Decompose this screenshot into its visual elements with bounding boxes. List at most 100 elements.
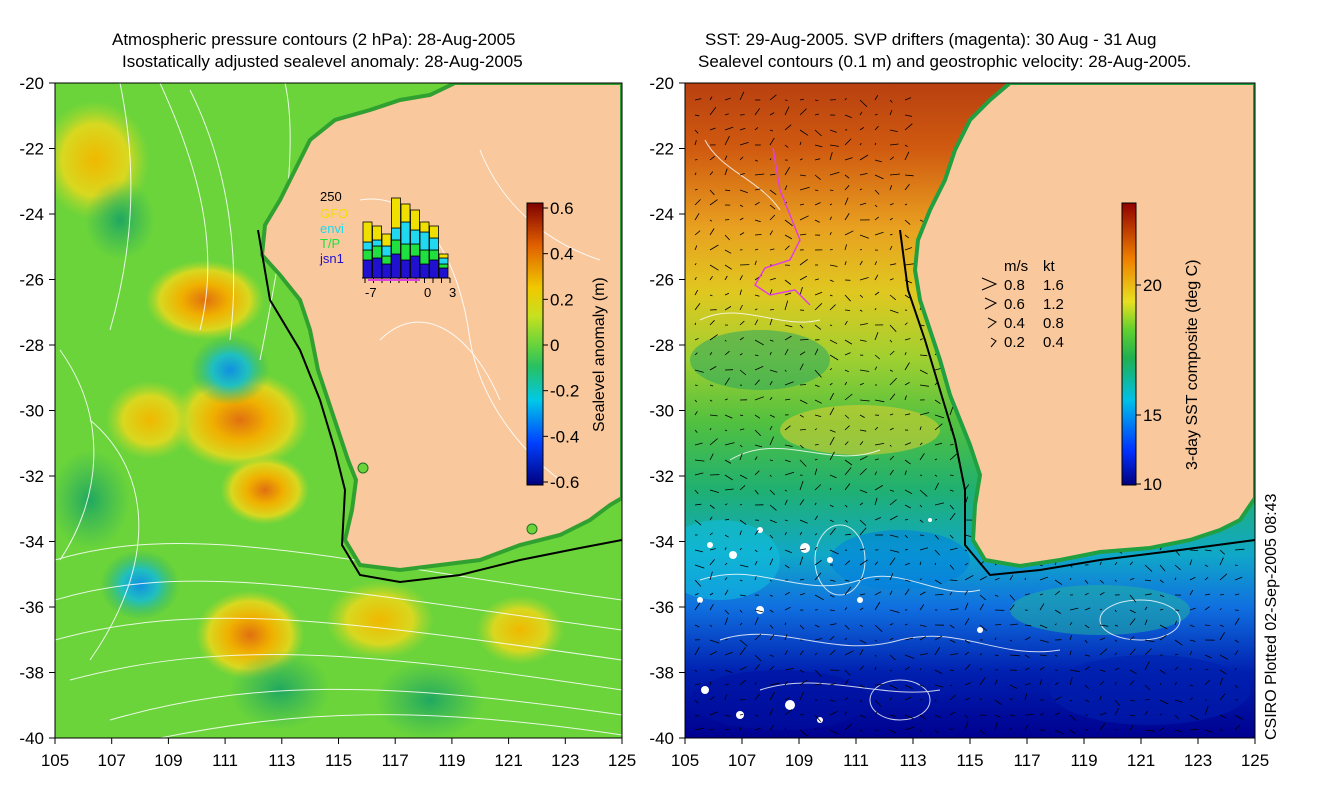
velocity-arrow bbox=[739, 204, 744, 208]
velocity-arrow bbox=[1114, 639, 1118, 642]
velocity-arrow bbox=[949, 624, 955, 629]
velocity-arrow bbox=[754, 354, 759, 357]
histogram-bar-segment bbox=[438, 267, 449, 279]
velocity-arrow bbox=[1189, 684, 1193, 687]
velocity-arrow bbox=[1174, 682, 1178, 686]
velocity-arrow bbox=[694, 289, 699, 296]
left-x-axis: 105 107 109 111 113 115 117 119 121 123 125 bbox=[41, 738, 636, 770]
histogram-xlabel-mid: 0 bbox=[424, 285, 431, 300]
velocity-arrow bbox=[784, 369, 787, 372]
velocity-arrow bbox=[709, 681, 712, 686]
velocity-arrow bbox=[949, 639, 956, 643]
histogram-xlabel-left: -7 bbox=[365, 285, 377, 300]
velocity-arrow bbox=[1084, 654, 1090, 657]
velocity-arrow bbox=[724, 503, 728, 506]
velocity-arrow bbox=[1069, 577, 1072, 581]
velocity-arrow bbox=[829, 594, 835, 598]
velocity-arrow bbox=[754, 396, 764, 401]
velocity-arrow bbox=[694, 129, 699, 134]
velocity-arrow bbox=[1159, 682, 1162, 686]
velocity-arrow bbox=[799, 215, 809, 221]
velocity-arrow bbox=[724, 488, 734, 491]
velocity-arrow bbox=[889, 669, 893, 672]
velocity-arrow bbox=[1099, 591, 1105, 596]
velocity-arrow bbox=[724, 135, 730, 146]
velocity-arrow bbox=[769, 230, 773, 236]
velocity-arrow bbox=[889, 377, 897, 386]
velocity-arrow bbox=[739, 91, 745, 101]
velocity-arrow bbox=[739, 453, 743, 461]
velocity-arrow bbox=[1099, 579, 1104, 584]
velocity-arrow bbox=[844, 157, 853, 161]
x-tick-label: 111 bbox=[212, 751, 238, 770]
velocity-arrow bbox=[1009, 574, 1014, 581]
velocity-arrow bbox=[769, 724, 775, 731]
velocity-arrow bbox=[739, 320, 745, 326]
y-tick-label: -22 bbox=[19, 140, 44, 159]
velocity-arrow bbox=[784, 633, 788, 641]
x-tick-label: 125 bbox=[1241, 751, 1269, 770]
velocity-arrow bbox=[874, 159, 882, 163]
velocity-arrow bbox=[889, 245, 893, 251]
velocity-arrow bbox=[814, 324, 822, 330]
velocity-arrow bbox=[1069, 677, 1073, 686]
velocity-arrow bbox=[799, 98, 804, 101]
velocity-arrow bbox=[1219, 632, 1225, 641]
velocity-arrow bbox=[769, 634, 775, 641]
velocity-arrow bbox=[799, 129, 809, 136]
velocity-arrow bbox=[949, 579, 958, 581]
velocity-arrow bbox=[874, 601, 881, 611]
velocity-arrow bbox=[799, 324, 804, 329]
velocity-arrow bbox=[859, 188, 863, 191]
velocity-arrow bbox=[724, 249, 732, 254]
velocity-arrow bbox=[1159, 624, 1168, 630]
velocity-arrow bbox=[934, 669, 942, 674]
velocity-arrow bbox=[904, 684, 913, 689]
velocity-arrow bbox=[814, 468, 818, 476]
velocity-arrow bbox=[709, 334, 718, 341]
velocity-arrow bbox=[709, 489, 720, 493]
velocity-arrow bbox=[859, 414, 865, 418]
velocity-arrow bbox=[694, 442, 703, 446]
sst-colorbar: 20 15 10 3-day SST composite (deg C) bbox=[1121, 202, 1201, 494]
velocity-arrow bbox=[844, 244, 847, 251]
velocity-arrow bbox=[874, 654, 877, 657]
velocity-arrow bbox=[724, 168, 728, 176]
velocity-arrow bbox=[1129, 609, 1136, 614]
velocity-arrow bbox=[694, 459, 705, 462]
velocity-arrow bbox=[814, 638, 823, 641]
velocity-arrow bbox=[844, 723, 853, 731]
velocity-arrow bbox=[1069, 729, 1076, 735]
velocity-arrow bbox=[1099, 624, 1109, 627]
velocity-arrow bbox=[859, 455, 868, 461]
velocity-arrow bbox=[829, 189, 834, 191]
velocity-arrow bbox=[814, 113, 819, 116]
velocity-arrow bbox=[949, 728, 953, 731]
velocity-arrow bbox=[754, 549, 758, 553]
velocity-arrow bbox=[709, 171, 714, 176]
velocity-arrow bbox=[949, 564, 955, 570]
velocity-arrow bbox=[784, 124, 792, 131]
velocity-arrow bbox=[949, 711, 956, 716]
velocity-arrow bbox=[874, 204, 878, 208]
velocity-arrow bbox=[1069, 699, 1073, 702]
sealevel-contours bbox=[699, 139, 1181, 721]
velocity-arrow bbox=[1084, 624, 1090, 629]
velocity-arrow bbox=[784, 549, 792, 554]
velocity-key: m/s kt 0.8 1.6 0.6 1.2 0.4 0.8 0.2 0.4 bbox=[981, 258, 1064, 351]
velocity-arrow bbox=[739, 639, 748, 647]
velocity-arrow bbox=[934, 534, 940, 540]
velocity-arrow bbox=[769, 369, 778, 373]
velocity-arrow bbox=[769, 129, 774, 132]
velocity-key-arrow bbox=[981, 277, 998, 291]
velocity-arrow bbox=[859, 468, 867, 476]
velocity-arrow bbox=[799, 499, 805, 506]
velocity-arrow bbox=[754, 365, 764, 371]
velocity-arrow bbox=[1189, 549, 1199, 551]
velocity-arrow bbox=[769, 309, 774, 311]
velocity-arrow bbox=[934, 368, 942, 371]
velocity-arrow bbox=[1204, 549, 1212, 552]
velocity-arrow bbox=[1039, 713, 1044, 716]
velocity-arrow bbox=[709, 516, 713, 521]
